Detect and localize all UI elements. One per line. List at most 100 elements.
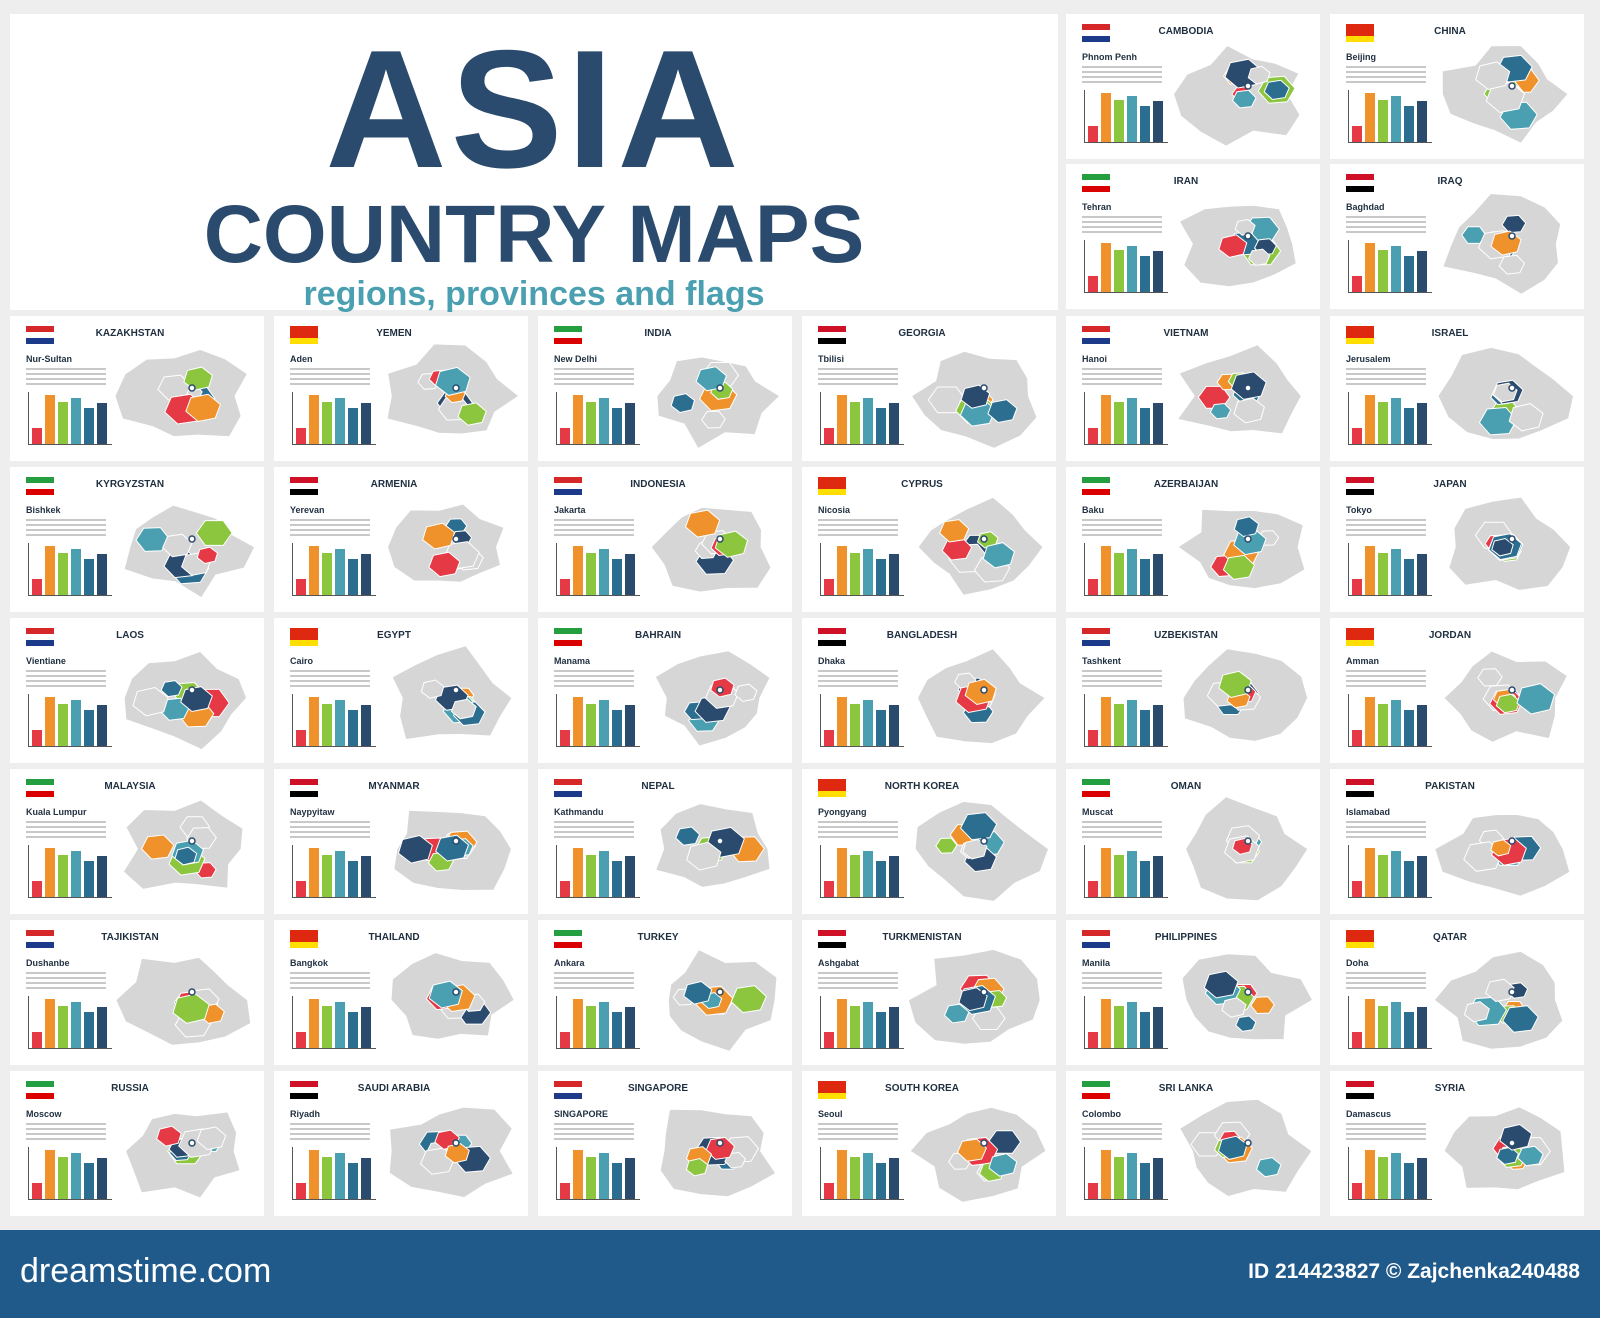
text-line: [1346, 821, 1426, 823]
map-region: [988, 1153, 1018, 1177]
capital: Nur-Sultan: [26, 354, 72, 364]
country-map: [1437, 346, 1575, 441]
map-region: [1221, 997, 1247, 1018]
text-line: [1346, 1123, 1426, 1125]
chart-bar: [309, 998, 319, 1048]
chart-bar: [1114, 1006, 1124, 1048]
capital-pin: [188, 535, 196, 543]
chart-bar: [1114, 250, 1124, 292]
text-line: [26, 534, 106, 536]
chart-bar: [1404, 105, 1414, 142]
map-region: [1233, 397, 1265, 424]
capital-pin: [1244, 837, 1252, 845]
chart-bar: [309, 696, 319, 746]
flag: [290, 477, 318, 495]
text-line: [818, 821, 898, 823]
country-name: TURKMENISTAN: [882, 932, 962, 943]
country-map: [1177, 508, 1306, 590]
country-name: CYPRUS: [901, 479, 943, 490]
text-line: [818, 1138, 898, 1140]
text-line: [818, 972, 898, 974]
flag: [554, 1081, 582, 1099]
country-card: MALAYSIA Kuala Lumpur: [10, 769, 264, 914]
text-line: [554, 1123, 634, 1125]
text-line: [1082, 378, 1162, 380]
capital-pin: [716, 837, 724, 845]
map-region: [1233, 516, 1260, 538]
country-name: SAUDI ARABIA: [357, 1083, 431, 1094]
country-map: [1179, 1098, 1313, 1198]
flag: [1082, 930, 1110, 948]
chart-bar: [560, 1032, 570, 1048]
capital: Aden: [290, 354, 313, 364]
text-line: [290, 1128, 370, 1130]
capital-pin: [188, 837, 196, 845]
country-card: YEMEN Aden: [274, 316, 528, 461]
mini-chart: [292, 392, 376, 445]
chart-bar: [1352, 730, 1362, 746]
text-line: [1346, 524, 1426, 526]
country-map: [390, 952, 515, 1040]
flag: [1346, 24, 1374, 42]
chart-bar: [586, 1157, 596, 1199]
text-line: [554, 1138, 634, 1140]
text-line: [290, 1133, 370, 1135]
country-name: PAKISTAN: [1425, 781, 1475, 792]
text-line: [818, 982, 898, 984]
text-line: [26, 821, 106, 823]
country-card: PHILIPPINES Manila: [1066, 920, 1320, 1065]
capital: Dushanbe: [26, 958, 70, 968]
chart-bar: [1127, 1002, 1137, 1048]
text-line: [1346, 826, 1426, 828]
chart-bar: [1114, 704, 1124, 746]
chart-bar: [1127, 1153, 1137, 1199]
text-line: [554, 680, 634, 682]
mini-chart: [820, 392, 904, 445]
text-line: [290, 383, 370, 385]
chart-bar: [573, 847, 583, 897]
text-line: [818, 534, 898, 536]
capital: New Delhi: [554, 354, 598, 364]
text-line: [26, 680, 106, 682]
mini-chart: [556, 392, 640, 445]
chart-bar: [322, 1006, 332, 1048]
chart-bar: [1352, 881, 1362, 897]
chart-bar: [1404, 860, 1414, 897]
text-line: [26, 836, 106, 838]
text-line: [1082, 76, 1162, 78]
text-line: [554, 821, 634, 823]
map-region: [982, 542, 1015, 569]
text-line: [26, 977, 106, 979]
chart-bar: [97, 856, 107, 897]
capital-pin: [1244, 988, 1252, 996]
country-name: SRI LANKA: [1158, 1083, 1214, 1094]
text-line: [26, 1128, 106, 1130]
chart-bar: [71, 398, 81, 444]
flag: [554, 930, 582, 948]
map-region: [935, 837, 958, 854]
capital-pin: [452, 384, 460, 392]
map-region: [1517, 1145, 1544, 1167]
text-lines: [818, 821, 898, 841]
chart-bar: [837, 394, 847, 444]
country-card: TURKMENISTAN Ashgabat: [802, 920, 1056, 1065]
map-region: [156, 1125, 182, 1147]
chart-bar: [1114, 855, 1124, 897]
capital-pin: [980, 686, 988, 694]
flag: [1346, 930, 1374, 948]
text-lines: [290, 670, 370, 690]
text-line: [818, 1123, 898, 1125]
chart-bar: [71, 549, 81, 595]
mini-chart: [820, 543, 904, 596]
text-line: [1346, 982, 1426, 984]
capital: Pyongyang: [818, 807, 867, 817]
map-region: [428, 980, 463, 1009]
text-line: [1346, 71, 1426, 73]
flag: [26, 779, 54, 797]
chart-bar: [1417, 251, 1427, 292]
text-line: [1346, 66, 1426, 68]
country-map: [1182, 648, 1309, 742]
capital-pin: [716, 988, 724, 996]
country-card: GEORGIA Tbilisi: [802, 316, 1056, 461]
capital: Beijing: [1346, 52, 1377, 62]
